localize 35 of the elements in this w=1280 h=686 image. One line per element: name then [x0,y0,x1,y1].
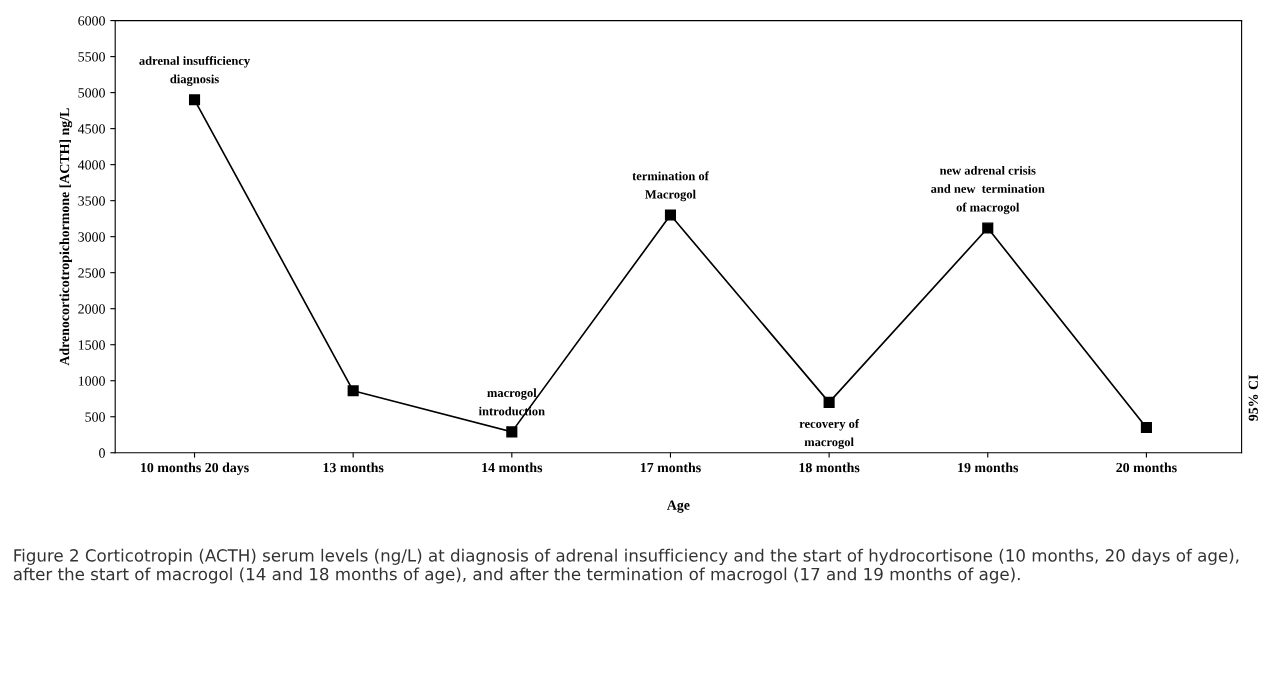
y-tick-label: 5500 [78,52,105,62]
y-tick-label: 2500 [78,268,105,278]
annotation: termination of Macrogol [632,171,709,202]
y-tick-label: 4000 [77,160,105,170]
point [982,222,994,234]
x-tick-label: 18 months [799,462,860,473]
point [188,94,201,106]
annotation: adrenal insufficiency diagnosis [139,56,251,86]
y-tick-label: 6000 [78,16,105,26]
annotation: new adrenal crisis and new termination of macrogol [931,165,1045,215]
y-tick-label: 0 [99,448,105,458]
y-tick-label: 500 [85,412,105,422]
y-tick-label: 2000 [78,304,105,314]
y-axis-title: Adrenocorticotropichormone [ACTH] ng/L [59,108,73,366]
text: 95% CI [1248,375,1259,421]
y-tick-label: 1500 [78,340,105,350]
x-tick-label: 19 months [958,462,1019,473]
y-tick-label: 3000 [78,232,105,242]
y-tick-label: 4500 [77,124,105,134]
x-tick-label: 13 months [323,462,384,473]
caption: Figure 2 Corticotropin (ACTH) serum levels (ng/L) at diagnosis of adrenal insufficiency and the start of hydrocortisone (10 months, 20 days of age), after the start of macrogol (14 and 18 months of age), and after the termination of macrogol (17 and 19 months of age). [13,548,1239,584]
annotation: recovery of macrogol [799,419,860,449]
x-tick-label: 10 months 20 days [141,462,249,476]
x-tick-label: 14 months [482,462,543,473]
x-axis-title: Age [666,500,690,513]
y-tick-label: 3500 [78,196,105,206]
point [664,209,677,221]
point [1140,421,1152,434]
x-tick-label: 20 months [1116,462,1177,473]
x-tick-label: 17 months [640,462,701,473]
point [347,385,359,397]
point [823,396,835,408]
y-tick-label: 1000 [78,376,105,386]
point [506,426,518,438]
y-tick-label: 5000 [78,88,105,98]
